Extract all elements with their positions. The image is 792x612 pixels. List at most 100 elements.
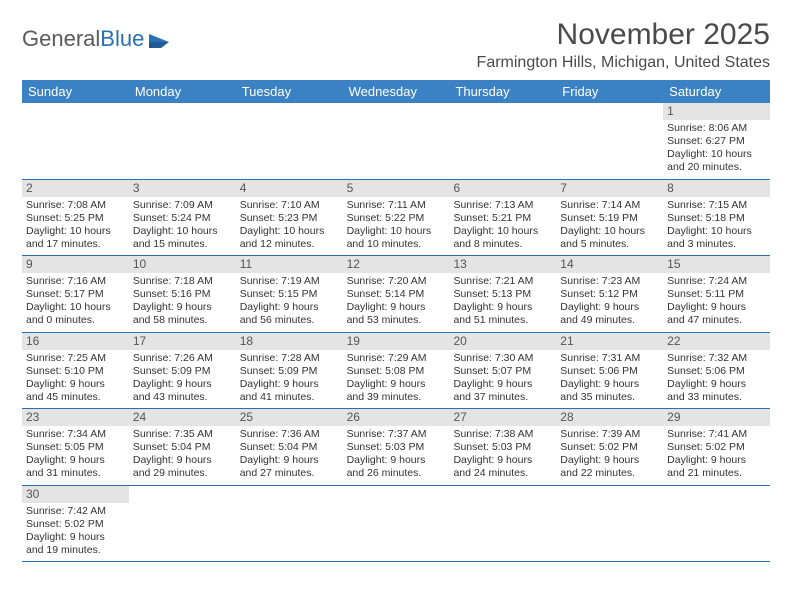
day-cell: 26Sunrise: 7:37 AMSunset: 5:03 PMDayligh… <box>343 409 450 485</box>
day-number: 11 <box>236 256 343 273</box>
day-number: 12 <box>343 256 450 273</box>
day-number: 1 <box>663 103 770 120</box>
day-body: Sunrise: 7:42 AMSunset: 5:02 PMDaylight:… <box>22 503 129 562</box>
header: GeneralBlue November 2025 Farmington Hil… <box>22 18 770 72</box>
daylight-line: Daylight: 10 hours and 12 minutes. <box>240 225 339 251</box>
day-number: 22 <box>663 333 770 350</box>
daylight-line: Daylight: 9 hours and 47 minutes. <box>667 301 766 327</box>
sunset-line: Sunset: 5:23 PM <box>240 212 339 225</box>
day-body: Sunrise: 7:19 AMSunset: 5:15 PMDaylight:… <box>236 273 343 332</box>
day-body: Sunrise: 7:16 AMSunset: 5:17 PMDaylight:… <box>22 273 129 332</box>
sunset-line: Sunset: 5:25 PM <box>26 212 125 225</box>
day-of-week-cell: Tuesday <box>236 80 343 103</box>
daylight-line: Daylight: 9 hours and 37 minutes. <box>453 378 552 404</box>
month-title: November 2025 <box>477 18 770 52</box>
day-body: Sunrise: 7:38 AMSunset: 5:03 PMDaylight:… <box>449 426 556 485</box>
daylight-line: Daylight: 10 hours and 20 minutes. <box>667 148 766 174</box>
sunset-line: Sunset: 5:19 PM <box>560 212 659 225</box>
day-body: Sunrise: 7:32 AMSunset: 5:06 PMDaylight:… <box>663 350 770 409</box>
daylight-line: Daylight: 9 hours and 21 minutes. <box>667 454 766 480</box>
day-number: 20 <box>449 333 556 350</box>
sunset-line: Sunset: 5:03 PM <box>453 441 552 454</box>
day-cell: 29Sunrise: 7:41 AMSunset: 5:02 PMDayligh… <box>663 409 770 485</box>
daylight-line: Daylight: 9 hours and 49 minutes. <box>560 301 659 327</box>
day-cell: 8Sunrise: 7:15 AMSunset: 5:18 PMDaylight… <box>663 180 770 256</box>
daylight-line: Daylight: 9 hours and 41 minutes. <box>240 378 339 404</box>
day-number: 28 <box>556 409 663 426</box>
day-cell: 16Sunrise: 7:25 AMSunset: 5:10 PMDayligh… <box>22 333 129 409</box>
week-row: 9Sunrise: 7:16 AMSunset: 5:17 PMDaylight… <box>22 256 770 333</box>
day-body: Sunrise: 7:21 AMSunset: 5:13 PMDaylight:… <box>449 273 556 332</box>
empty-day-cell: . <box>129 103 236 179</box>
day-cell: 7Sunrise: 7:14 AMSunset: 5:19 PMDaylight… <box>556 180 663 256</box>
sunset-line: Sunset: 5:05 PM <box>26 441 125 454</box>
sunset-line: Sunset: 6:27 PM <box>667 135 766 148</box>
day-of-week-cell: Thursday <box>449 80 556 103</box>
day-number: 24 <box>129 409 236 426</box>
day-body: Sunrise: 7:34 AMSunset: 5:05 PMDaylight:… <box>22 426 129 485</box>
daylight-line: Daylight: 9 hours and 53 minutes. <box>347 301 446 327</box>
empty-day-cell: . <box>556 103 663 179</box>
day-body: Sunrise: 7:18 AMSunset: 5:16 PMDaylight:… <box>129 273 236 332</box>
day-cell: 27Sunrise: 7:38 AMSunset: 5:03 PMDayligh… <box>449 409 556 485</box>
daylight-line: Daylight: 9 hours and 45 minutes. <box>26 378 125 404</box>
day-cell: 22Sunrise: 7:32 AMSunset: 5:06 PMDayligh… <box>663 333 770 409</box>
daylight-line: Daylight: 9 hours and 39 minutes. <box>347 378 446 404</box>
logo-flag-icon <box>147 30 173 48</box>
day-body: Sunrise: 7:41 AMSunset: 5:02 PMDaylight:… <box>663 426 770 485</box>
sunrise-line: Sunrise: 7:24 AM <box>667 275 766 288</box>
sunrise-line: Sunrise: 8:06 AM <box>667 122 766 135</box>
day-number: 30 <box>22 486 129 503</box>
logo-text-general: General <box>22 26 100 52</box>
day-body: Sunrise: 7:23 AMSunset: 5:12 PMDaylight:… <box>556 273 663 332</box>
day-body: Sunrise: 7:13 AMSunset: 5:21 PMDaylight:… <box>449 197 556 256</box>
logo: GeneralBlue <box>22 18 173 52</box>
daylight-line: Daylight: 9 hours and 24 minutes. <box>453 454 552 480</box>
sunrise-line: Sunrise: 7:13 AM <box>453 199 552 212</box>
day-number: 10 <box>129 256 236 273</box>
sunrise-line: Sunrise: 7:23 AM <box>560 275 659 288</box>
empty-day-cell: . <box>663 486 770 562</box>
day-cell: 18Sunrise: 7:28 AMSunset: 5:09 PMDayligh… <box>236 333 343 409</box>
sunrise-line: Sunrise: 7:25 AM <box>26 352 125 365</box>
sunset-line: Sunset: 5:14 PM <box>347 288 446 301</box>
empty-day-cell: . <box>129 486 236 562</box>
day-number: 26 <box>343 409 450 426</box>
sunrise-line: Sunrise: 7:34 AM <box>26 428 125 441</box>
sunset-line: Sunset: 5:16 PM <box>133 288 232 301</box>
sunrise-line: Sunrise: 7:19 AM <box>240 275 339 288</box>
calendar: SundayMondayTuesdayWednesdayThursdayFrid… <box>22 80 770 562</box>
sunrise-line: Sunrise: 7:39 AM <box>560 428 659 441</box>
day-cell: 21Sunrise: 7:31 AMSunset: 5:06 PMDayligh… <box>556 333 663 409</box>
day-of-week-cell: Sunday <box>22 80 129 103</box>
daylight-line: Daylight: 9 hours and 35 minutes. <box>560 378 659 404</box>
day-cell: 30Sunrise: 7:42 AMSunset: 5:02 PMDayligh… <box>22 486 129 562</box>
day-body: Sunrise: 7:08 AMSunset: 5:25 PMDaylight:… <box>22 197 129 256</box>
daylight-line: Daylight: 10 hours and 5 minutes. <box>560 225 659 251</box>
sunrise-line: Sunrise: 7:30 AM <box>453 352 552 365</box>
daylight-line: Daylight: 10 hours and 17 minutes. <box>26 225 125 251</box>
daylight-line: Daylight: 9 hours and 27 minutes. <box>240 454 339 480</box>
sunset-line: Sunset: 5:02 PM <box>26 518 125 531</box>
day-body: Sunrise: 7:10 AMSunset: 5:23 PMDaylight:… <box>236 197 343 256</box>
day-number: 2 <box>22 180 129 197</box>
daylight-line: Daylight: 9 hours and 43 minutes. <box>133 378 232 404</box>
day-number: 7 <box>556 180 663 197</box>
day-number: 15 <box>663 256 770 273</box>
day-number: 13 <box>449 256 556 273</box>
week-row: 23Sunrise: 7:34 AMSunset: 5:05 PMDayligh… <box>22 409 770 486</box>
sunset-line: Sunset: 5:17 PM <box>26 288 125 301</box>
daylight-line: Daylight: 9 hours and 56 minutes. <box>240 301 339 327</box>
day-body: Sunrise: 7:15 AMSunset: 5:18 PMDaylight:… <box>663 197 770 256</box>
sunset-line: Sunset: 5:06 PM <box>560 365 659 378</box>
sunrise-line: Sunrise: 7:35 AM <box>133 428 232 441</box>
day-body: Sunrise: 7:25 AMSunset: 5:10 PMDaylight:… <box>22 350 129 409</box>
empty-day-cell: . <box>449 103 556 179</box>
title-block: November 2025 Farmington Hills, Michigan… <box>477 18 770 72</box>
day-cell: 2Sunrise: 7:08 AMSunset: 5:25 PMDaylight… <box>22 180 129 256</box>
daylight-line: Daylight: 10 hours and 8 minutes. <box>453 225 552 251</box>
daylight-line: Daylight: 9 hours and 58 minutes. <box>133 301 232 327</box>
empty-day-cell: . <box>236 486 343 562</box>
day-cell: 15Sunrise: 7:24 AMSunset: 5:11 PMDayligh… <box>663 256 770 332</box>
sunrise-line: Sunrise: 7:37 AM <box>347 428 446 441</box>
